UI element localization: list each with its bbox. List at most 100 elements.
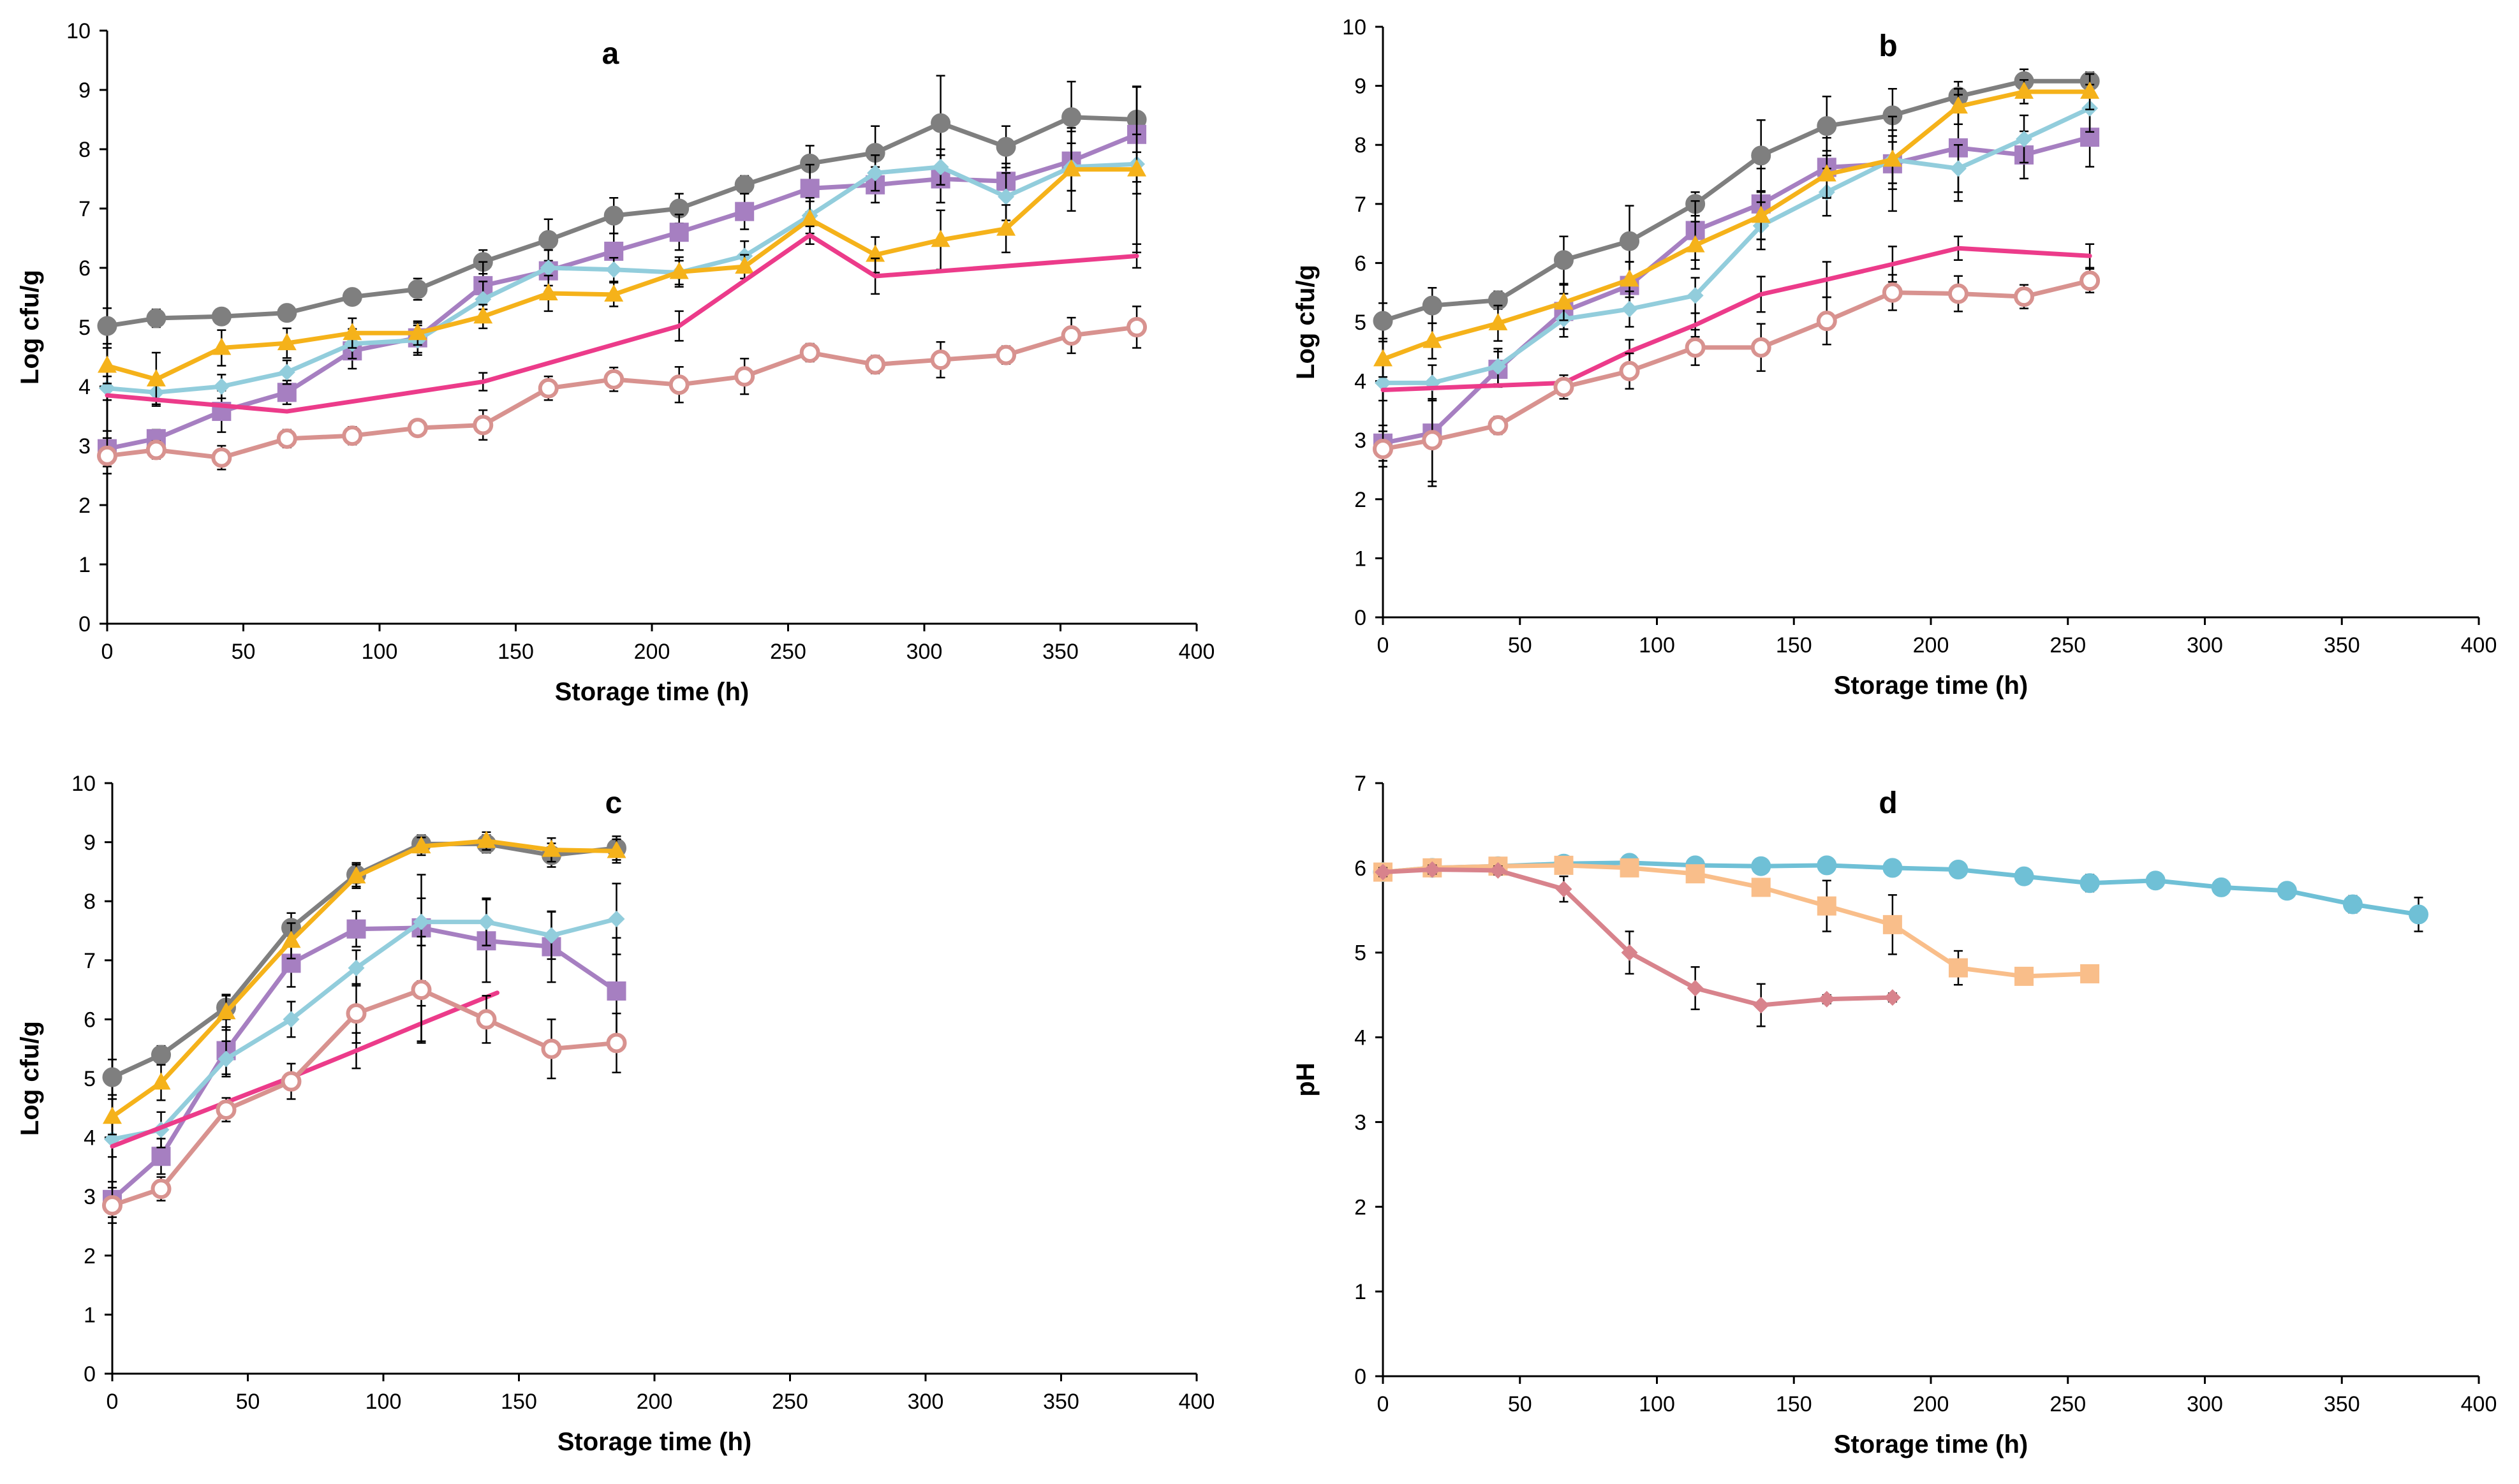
x-axis-title: Storage time (h) bbox=[1834, 672, 2028, 700]
series-line bbox=[1380, 135, 2092, 446]
x-tick-label: 100 bbox=[1639, 633, 1675, 658]
y-tick-label: 7 bbox=[84, 949, 96, 973]
data-point bbox=[1620, 231, 1640, 251]
data-point bbox=[1127, 317, 1148, 337]
data-point bbox=[2014, 966, 2034, 986]
panel-label: c bbox=[605, 786, 623, 820]
data-point bbox=[2277, 881, 2297, 901]
data-point bbox=[2014, 866, 2034, 886]
data-point bbox=[277, 303, 297, 323]
data-point bbox=[930, 349, 951, 371]
data-point bbox=[478, 913, 495, 930]
data-point bbox=[1882, 149, 1902, 167]
y-tick-label: 9 bbox=[84, 831, 96, 855]
y-tick-label: 7 bbox=[1354, 772, 1366, 796]
data-point bbox=[1949, 160, 1967, 177]
data-point bbox=[408, 323, 427, 341]
data-point bbox=[735, 256, 755, 274]
data-point bbox=[98, 355, 117, 373]
series-open-circle bbox=[102, 936, 627, 1224]
data-point bbox=[411, 836, 431, 854]
data-point bbox=[1750, 337, 1771, 358]
y-tick-label: 2 bbox=[84, 1244, 96, 1268]
data-point bbox=[540, 260, 557, 276]
series-light-blue bbox=[1375, 84, 2099, 402]
y-tick-label: 5 bbox=[84, 1067, 96, 1091]
data-point bbox=[1620, 858, 1639, 878]
data-point bbox=[281, 1071, 302, 1092]
data-point bbox=[2211, 877, 2231, 897]
data-point bbox=[346, 919, 366, 939]
y-axis-title: pH bbox=[1292, 1062, 1320, 1096]
y-tick-label: 0 bbox=[84, 1362, 96, 1386]
data-point bbox=[538, 230, 559, 250]
data-point bbox=[348, 959, 365, 976]
data-point bbox=[538, 378, 559, 399]
data-point bbox=[2079, 270, 2101, 291]
panel-label: a bbox=[602, 37, 619, 71]
data-point bbox=[1947, 283, 1969, 304]
y-tick-label: 10 bbox=[66, 19, 91, 43]
x-tick-label: 400 bbox=[2461, 633, 2497, 658]
series-yellow bbox=[98, 85, 1147, 407]
x-tick-label: 200 bbox=[634, 640, 670, 664]
data-point bbox=[1127, 159, 1147, 177]
data-point bbox=[865, 354, 886, 375]
x-axis-title: Storage time (h) bbox=[555, 678, 749, 706]
data-point bbox=[541, 1038, 562, 1059]
data-point bbox=[606, 1032, 627, 1054]
data-point bbox=[734, 175, 755, 195]
data-point bbox=[1948, 860, 1969, 880]
series-line bbox=[110, 990, 499, 1149]
series-line bbox=[1380, 78, 2092, 323]
data-point bbox=[1818, 990, 1835, 1008]
data-point bbox=[538, 283, 558, 300]
y-tick-label: 6 bbox=[84, 1008, 96, 1032]
x-tick-label: 0 bbox=[101, 640, 114, 664]
x-tick-label: 400 bbox=[1179, 640, 1215, 664]
data-point bbox=[1373, 311, 1393, 331]
data-point bbox=[343, 323, 362, 341]
data-point bbox=[1882, 915, 1902, 934]
data-point bbox=[932, 158, 949, 175]
y-tick-label: 3 bbox=[1354, 429, 1366, 453]
data-point bbox=[213, 378, 230, 395]
data-point bbox=[1422, 330, 1442, 348]
data-point bbox=[211, 447, 232, 468]
y-tick-label: 5 bbox=[1354, 941, 1366, 966]
data-point bbox=[216, 1099, 237, 1120]
series-line bbox=[105, 167, 1139, 382]
data-point bbox=[1375, 863, 1391, 881]
data-point bbox=[996, 344, 1017, 365]
series-line bbox=[105, 233, 1139, 414]
data-point bbox=[799, 342, 820, 363]
data-point bbox=[1488, 415, 1509, 436]
x-tick-label: 100 bbox=[366, 1390, 402, 1414]
data-point bbox=[2014, 81, 2034, 99]
data-point bbox=[97, 445, 117, 466]
x-tick-label: 200 bbox=[1913, 633, 1949, 658]
data-point bbox=[1554, 292, 1574, 310]
data-point bbox=[2014, 286, 2035, 307]
data-point bbox=[211, 306, 232, 327]
data-point bbox=[1948, 96, 1968, 114]
x-tick-label: 250 bbox=[2050, 633, 2086, 658]
x-tick-label: 250 bbox=[770, 640, 806, 664]
x-tick-label: 300 bbox=[2187, 633, 2223, 658]
data-point bbox=[2409, 904, 2429, 925]
y-tick-label: 1 bbox=[78, 553, 91, 577]
data-point bbox=[1375, 374, 1391, 392]
data-point bbox=[1685, 864, 1705, 884]
y-tick-label: 2 bbox=[1354, 488, 1366, 512]
data-point bbox=[998, 188, 1015, 205]
series-line bbox=[1380, 106, 2092, 385]
data-point bbox=[411, 980, 432, 1001]
data-point bbox=[1422, 295, 1442, 316]
y-tick-label: 10 bbox=[1342, 15, 1366, 40]
data-point bbox=[1553, 250, 1574, 270]
data-point bbox=[608, 910, 625, 927]
data-point bbox=[1882, 282, 1903, 303]
data-point bbox=[734, 366, 755, 387]
data-point bbox=[1751, 856, 1771, 876]
series-line bbox=[1380, 278, 2092, 452]
